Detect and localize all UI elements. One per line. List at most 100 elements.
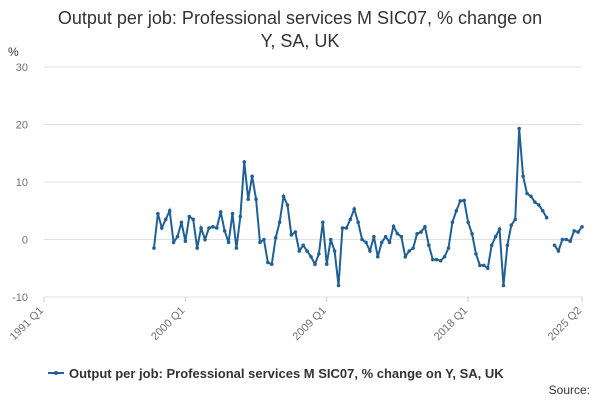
x-tick-label: 1991 Q1 — [8, 305, 46, 343]
y-tick-label: 0 — [22, 235, 28, 247]
point — [474, 252, 478, 256]
point — [517, 126, 521, 131]
point — [191, 217, 196, 222]
point — [568, 239, 573, 244]
point — [430, 257, 435, 262]
point — [258, 240, 262, 245]
point — [572, 229, 576, 233]
point — [262, 237, 266, 242]
point — [434, 257, 439, 262]
point — [324, 262, 329, 267]
point — [281, 194, 286, 199]
point — [501, 283, 506, 288]
point — [309, 254, 313, 259]
point — [246, 197, 251, 202]
point — [328, 237, 333, 242]
point — [485, 266, 490, 271]
point — [493, 234, 498, 239]
point — [529, 194, 533, 199]
point — [497, 227, 502, 231]
point — [525, 191, 529, 196]
point — [285, 203, 290, 207]
point — [415, 231, 419, 236]
point — [211, 225, 215, 229]
point — [489, 243, 494, 248]
x-tick-label: 2009 Q1 — [291, 305, 329, 343]
point — [458, 199, 463, 203]
point — [297, 249, 302, 253]
point — [250, 174, 254, 179]
line — [152, 128, 583, 286]
y-unit: % — [8, 45, 19, 59]
point — [226, 240, 231, 245]
point — [482, 263, 486, 268]
point — [383, 234, 388, 239]
point — [556, 249, 561, 253]
point — [379, 240, 384, 245]
point — [160, 226, 164, 230]
point — [344, 226, 349, 230]
point — [301, 243, 305, 248]
point — [289, 233, 294, 237]
point — [254, 197, 258, 202]
point — [356, 220, 360, 225]
point — [509, 223, 514, 227]
point — [321, 220, 325, 225]
point — [407, 249, 412, 253]
point — [218, 210, 223, 214]
point — [348, 217, 353, 222]
point — [340, 226, 345, 230]
point — [375, 254, 380, 259]
point — [317, 252, 321, 256]
legend-label: Output per job: Professional services M … — [69, 366, 504, 381]
point — [167, 208, 172, 213]
point — [505, 243, 510, 248]
point — [580, 225, 584, 229]
point — [156, 211, 160, 216]
x-tick-label: 2000 Q1 — [149, 305, 187, 343]
point — [266, 260, 270, 265]
point — [537, 203, 541, 207]
point — [230, 211, 235, 216]
point — [277, 220, 282, 225]
point — [336, 283, 341, 288]
point — [234, 246, 239, 250]
point — [195, 246, 199, 250]
point — [403, 254, 408, 259]
point — [199, 226, 203, 230]
point — [560, 237, 565, 242]
point — [540, 208, 545, 213]
point — [552, 243, 557, 248]
point — [387, 240, 392, 245]
point — [238, 214, 243, 219]
point — [423, 225, 427, 229]
point — [269, 262, 274, 267]
point — [478, 263, 482, 268]
y-tick-label: 10 — [16, 177, 28, 189]
point — [395, 231, 400, 236]
point — [427, 243, 431, 248]
point — [419, 230, 423, 234]
point — [454, 208, 459, 213]
point — [207, 226, 211, 230]
point — [203, 237, 207, 242]
point — [242, 160, 247, 164]
point — [360, 237, 364, 242]
point — [152, 246, 156, 250]
point — [293, 230, 298, 234]
point — [171, 240, 176, 245]
y-tick-label: 20 — [16, 120, 28, 132]
point — [513, 217, 518, 222]
point — [442, 254, 447, 259]
point — [450, 220, 455, 225]
point — [466, 220, 470, 225]
point — [438, 258, 443, 263]
point — [352, 207, 357, 211]
point — [564, 237, 569, 242]
point — [544, 215, 549, 220]
point — [521, 174, 525, 179]
point — [222, 229, 227, 233]
point — [313, 262, 317, 267]
x-tick-label: 2018 Q1 — [432, 305, 470, 343]
